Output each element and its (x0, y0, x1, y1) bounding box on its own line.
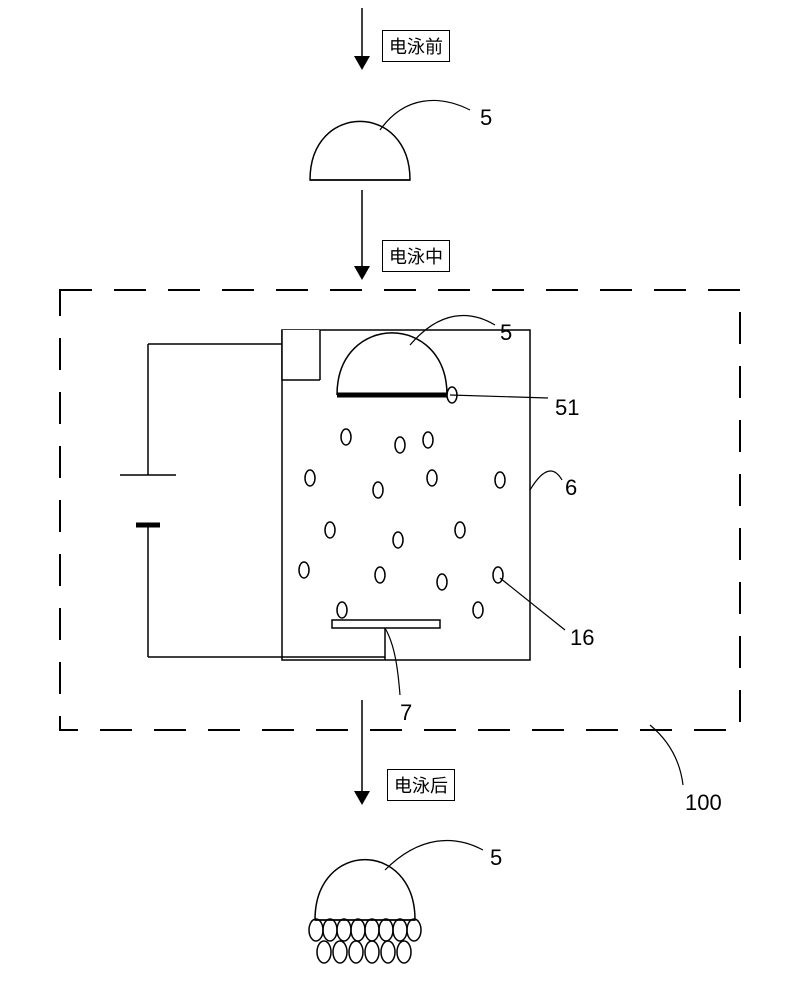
dome-during (337, 333, 447, 395)
arrow-before (354, 8, 370, 70)
callout-label-5-bottom: 5 (490, 845, 502, 871)
stage-label-during-text: 电泳中 (389, 247, 443, 267)
dome-after (315, 860, 415, 920)
tank-particles (299, 387, 505, 618)
circuit-wires (120, 330, 385, 660)
counter-electrode (332, 620, 440, 628)
coating-layer (337, 393, 447, 398)
callout-label-5-top: 5 (480, 105, 492, 131)
callout-label-7: 7 (400, 700, 412, 726)
stage-label-during: 电泳中 (382, 240, 450, 272)
arrow-after (354, 700, 370, 805)
arrow-during (354, 190, 370, 280)
callout-leaders (380, 100, 683, 870)
enclosure-dashed (60, 290, 740, 730)
callout-label-51: 51 (555, 395, 579, 421)
stage-label-after: 电泳后 (387, 769, 455, 801)
callout-label-5-mid: 5 (500, 320, 512, 346)
callout-label-100: 100 (685, 790, 722, 816)
callout-label-16: 16 (570, 625, 594, 651)
stage-label-after-text: 电泳后 (394, 776, 448, 796)
callout-label-6: 6 (565, 475, 577, 501)
deposited-particles (309, 919, 421, 963)
stage-label-before: 电泳前 (382, 30, 450, 62)
dome-before (310, 121, 410, 180)
diagram-canvas (0, 0, 788, 1000)
stage-label-before-text: 电泳前 (389, 37, 443, 57)
